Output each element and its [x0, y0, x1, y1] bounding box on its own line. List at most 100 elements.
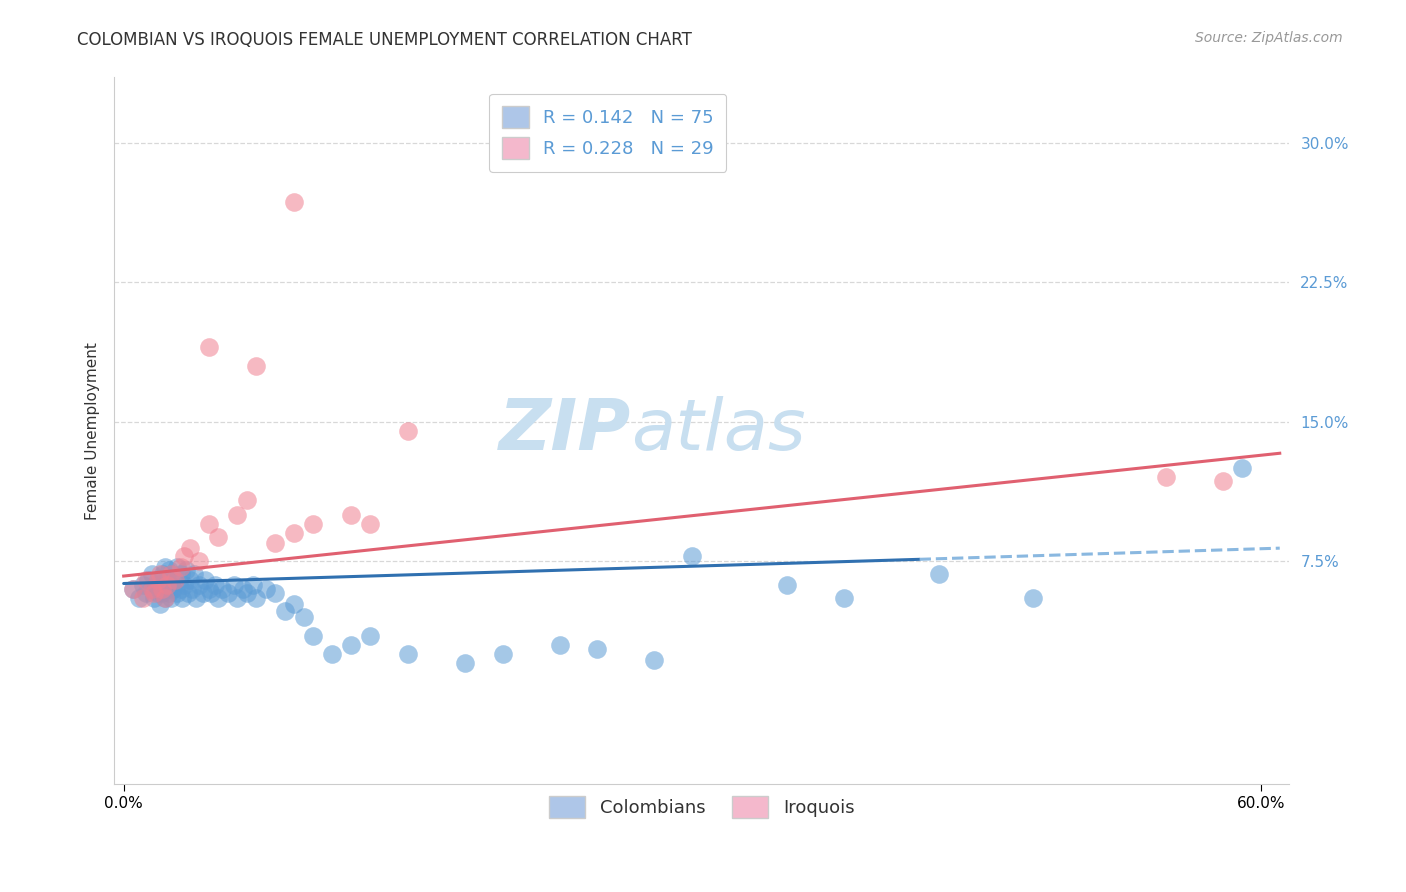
Point [150, 582, 173, 596]
Y-axis label: Female Unemployment: Female Unemployment [86, 342, 100, 520]
Point [157, 564, 180, 578]
Point [264, 535, 287, 549]
Point [152, 582, 174, 596]
Point [188, 554, 211, 568]
Point [292, 610, 315, 624]
Point [146, 573, 169, 587]
Point [155, 559, 177, 574]
Text: atlas: atlas [631, 396, 806, 466]
Point [226, 508, 249, 522]
Point [160, 578, 183, 592]
Point [254, 582, 277, 596]
Point [122, 582, 145, 596]
Point [160, 591, 183, 606]
Point [340, 638, 363, 652]
Point [146, 573, 169, 587]
Point [172, 591, 194, 606]
Point [174, 564, 197, 578]
Point [180, 582, 202, 596]
Point [184, 591, 207, 606]
Point [143, 591, 166, 606]
Point [156, 578, 179, 592]
Point [173, 549, 195, 563]
Point [198, 340, 221, 354]
Point [222, 578, 245, 592]
Point [832, 591, 855, 606]
Point [396, 424, 419, 438]
Point [264, 586, 287, 600]
Point [245, 591, 267, 606]
Point [166, 559, 188, 574]
Point [179, 541, 201, 556]
Point [1154, 470, 1177, 484]
Point [1230, 461, 1253, 475]
Point [145, 578, 167, 592]
Point [141, 582, 163, 596]
Point [135, 573, 157, 587]
Point [359, 629, 381, 643]
Point [157, 586, 180, 600]
Point [226, 591, 249, 606]
Point [1022, 591, 1045, 606]
Point [204, 578, 226, 592]
Point [217, 586, 239, 600]
Point [207, 530, 229, 544]
Point [211, 582, 233, 596]
Point [131, 591, 153, 606]
Point [156, 582, 179, 596]
Point [183, 567, 205, 582]
Point [454, 657, 477, 671]
Point [169, 567, 191, 582]
Point [141, 582, 163, 596]
Point [152, 567, 174, 582]
Legend: Colombians, Iroquois: Colombians, Iroquois [541, 789, 862, 825]
Point [166, 586, 188, 600]
Point [150, 586, 173, 600]
Point [242, 578, 264, 592]
Point [681, 549, 703, 563]
Point [135, 586, 157, 600]
Point [179, 573, 201, 587]
Point [156, 573, 179, 587]
Point [194, 573, 217, 587]
Point [143, 586, 166, 600]
Point [396, 647, 419, 661]
Point [321, 647, 343, 661]
Point [283, 195, 305, 210]
Point [169, 582, 191, 596]
Point [200, 586, 222, 600]
Point [643, 653, 665, 667]
Point [173, 578, 195, 592]
Point [136, 573, 159, 587]
Point [162, 582, 184, 596]
Point [177, 586, 200, 600]
Text: Source: ZipAtlas.com: Source: ZipAtlas.com [1195, 31, 1343, 45]
Text: COLOMBIAN VS IROQUOIS FEMALE UNEMPLOYMENT CORRELATION CHART: COLOMBIAN VS IROQUOIS FEMALE UNEMPLOYMEN… [77, 31, 692, 49]
Point [150, 573, 173, 587]
Point [188, 578, 211, 592]
Point [146, 586, 169, 600]
Point [169, 559, 191, 574]
Point [236, 586, 259, 600]
Point [207, 591, 229, 606]
Point [232, 582, 254, 596]
Point [492, 647, 515, 661]
Point [198, 516, 221, 531]
Point [163, 573, 186, 587]
Point [1212, 474, 1234, 488]
Point [236, 492, 259, 507]
Point [160, 567, 183, 582]
Point [131, 578, 153, 592]
Point [198, 582, 221, 596]
Point [283, 597, 305, 611]
Point [340, 508, 363, 522]
Point [149, 567, 172, 582]
Point [128, 591, 150, 606]
Point [155, 591, 177, 606]
Point [122, 582, 145, 596]
Text: ZIP: ZIP [499, 396, 631, 466]
Point [283, 526, 305, 541]
Point [548, 638, 571, 652]
Point [155, 591, 177, 606]
Point [160, 567, 183, 582]
